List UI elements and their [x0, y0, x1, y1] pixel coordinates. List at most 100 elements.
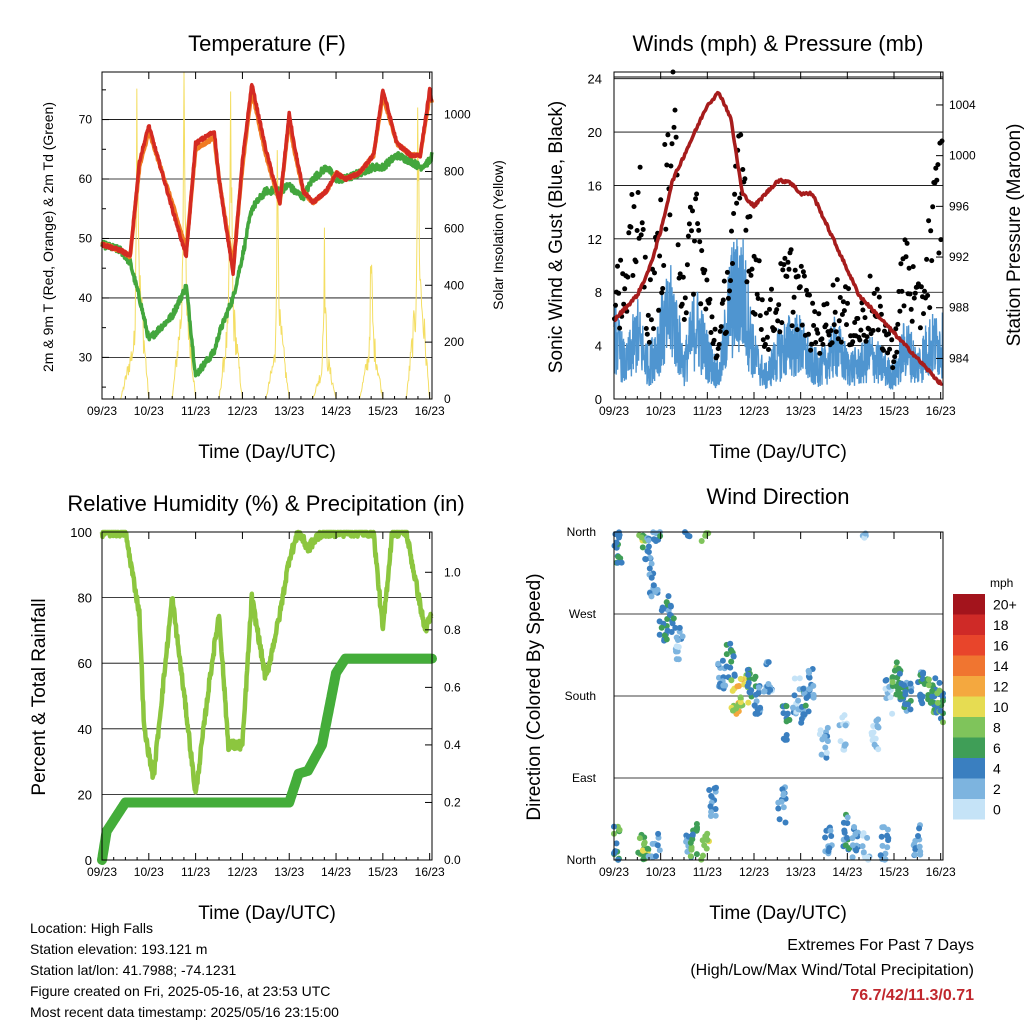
gust-point — [638, 232, 644, 238]
direction-point — [873, 717, 880, 724]
direction-xlabel: Time (Day/UTC) — [709, 903, 847, 924]
gust-point — [834, 277, 840, 283]
gust-point — [675, 242, 681, 248]
gust-point — [939, 138, 945, 144]
x-tick-label: 11/23 — [693, 865, 722, 879]
gust-point — [924, 256, 930, 262]
x-tick-label: 09/23 — [87, 865, 117, 879]
direction-point — [780, 710, 787, 717]
temperature-2m-line — [100, 82, 434, 277]
gust-point — [776, 302, 782, 308]
direction-point — [839, 714, 846, 721]
gust-point — [844, 322, 849, 328]
direction-point — [859, 843, 866, 850]
gust-point — [760, 337, 766, 343]
gust-point — [897, 308, 903, 314]
gust-point — [734, 200, 740, 206]
direction-point — [907, 680, 914, 687]
y-tick-label: North — [567, 853, 596, 867]
gust-point — [926, 218, 932, 224]
gust-point — [720, 297, 726, 303]
gust-point — [744, 279, 750, 285]
direction-point — [699, 837, 706, 844]
gust-point — [917, 325, 923, 331]
gust-point — [709, 314, 715, 320]
gust-point — [912, 290, 918, 296]
gust-point — [626, 230, 632, 236]
direction-point — [656, 847, 663, 854]
direction-point — [911, 851, 918, 858]
gust-point — [826, 332, 832, 338]
x-tick-label: 10/23 — [134, 404, 164, 418]
legend-swatch — [953, 635, 985, 656]
direction-title: Wind Direction — [706, 484, 849, 509]
direction-point — [745, 671, 752, 678]
direction-point — [842, 722, 849, 729]
gust-point — [639, 220, 645, 226]
gust-point — [679, 301, 685, 307]
gust-point — [642, 254, 648, 260]
direction-point — [828, 833, 835, 839]
direction-point — [908, 688, 915, 695]
direction-point — [665, 593, 672, 600]
gust-point — [909, 318, 915, 324]
gust-point — [811, 323, 817, 328]
gust-point — [800, 269, 806, 275]
direction-point — [871, 741, 878, 748]
gust-point — [740, 167, 746, 172]
direction-point — [653, 853, 659, 860]
gust-point — [858, 327, 864, 333]
gust-point — [652, 270, 657, 276]
gust-point — [893, 326, 899, 332]
direction-point — [800, 685, 807, 692]
y-tick-label: East — [572, 771, 597, 785]
y-right-tick-label: 800 — [444, 165, 464, 179]
direction-point — [925, 682, 932, 689]
x-tick-label: 16/23 — [926, 404, 956, 418]
direction-point — [883, 677, 890, 683]
direction-point — [885, 835, 892, 842]
gust-point — [804, 287, 809, 293]
direction-point — [874, 723, 881, 729]
gust-point — [846, 286, 851, 292]
direction-point — [819, 736, 826, 743]
gust-point — [628, 224, 634, 230]
gust-point — [876, 294, 882, 300]
gust-point — [714, 353, 720, 359]
y-right-tick-label: 0.4 — [444, 738, 461, 752]
gust-point — [864, 334, 870, 340]
x-tick-label: 14/23 — [321, 404, 351, 418]
recent-timestamp: Most recent data timestamp: 2025/05/16 2… — [30, 1004, 339, 1020]
gust-point — [938, 237, 944, 243]
direction-point — [783, 703, 790, 710]
y-right-tick-label: 1.0 — [444, 565, 461, 579]
direction-point — [934, 690, 941, 697]
direction-point — [862, 530, 869, 537]
direction-point — [731, 671, 738, 678]
direction-point — [783, 718, 790, 725]
direction-point — [698, 538, 705, 544]
direction-point — [639, 544, 646, 551]
direction-point — [776, 816, 783, 823]
gust-point — [772, 327, 778, 332]
direction-point — [676, 624, 683, 631]
direction-point — [639, 847, 646, 854]
y-tick-label: 40 — [78, 722, 92, 737]
gust-point — [662, 142, 668, 147]
extremes-box: Extremes For Past 7 Days (High/Low/Max W… — [690, 933, 974, 1008]
y-tick-label: 4 — [595, 339, 602, 354]
gust-point — [790, 309, 796, 315]
gust-point — [907, 291, 913, 297]
direction-point — [614, 559, 621, 566]
legend-label: 14 — [993, 658, 1009, 674]
gust-point — [768, 297, 773, 303]
gust-point — [899, 288, 905, 294]
direction-point — [790, 704, 796, 711]
gust-point — [824, 301, 830, 307]
gust-point — [643, 326, 649, 331]
y-tick-label: 60 — [78, 656, 92, 671]
direction-point — [719, 657, 726, 664]
gust-point — [617, 325, 623, 331]
gust-point — [840, 299, 846, 305]
gust-point — [630, 273, 636, 278]
